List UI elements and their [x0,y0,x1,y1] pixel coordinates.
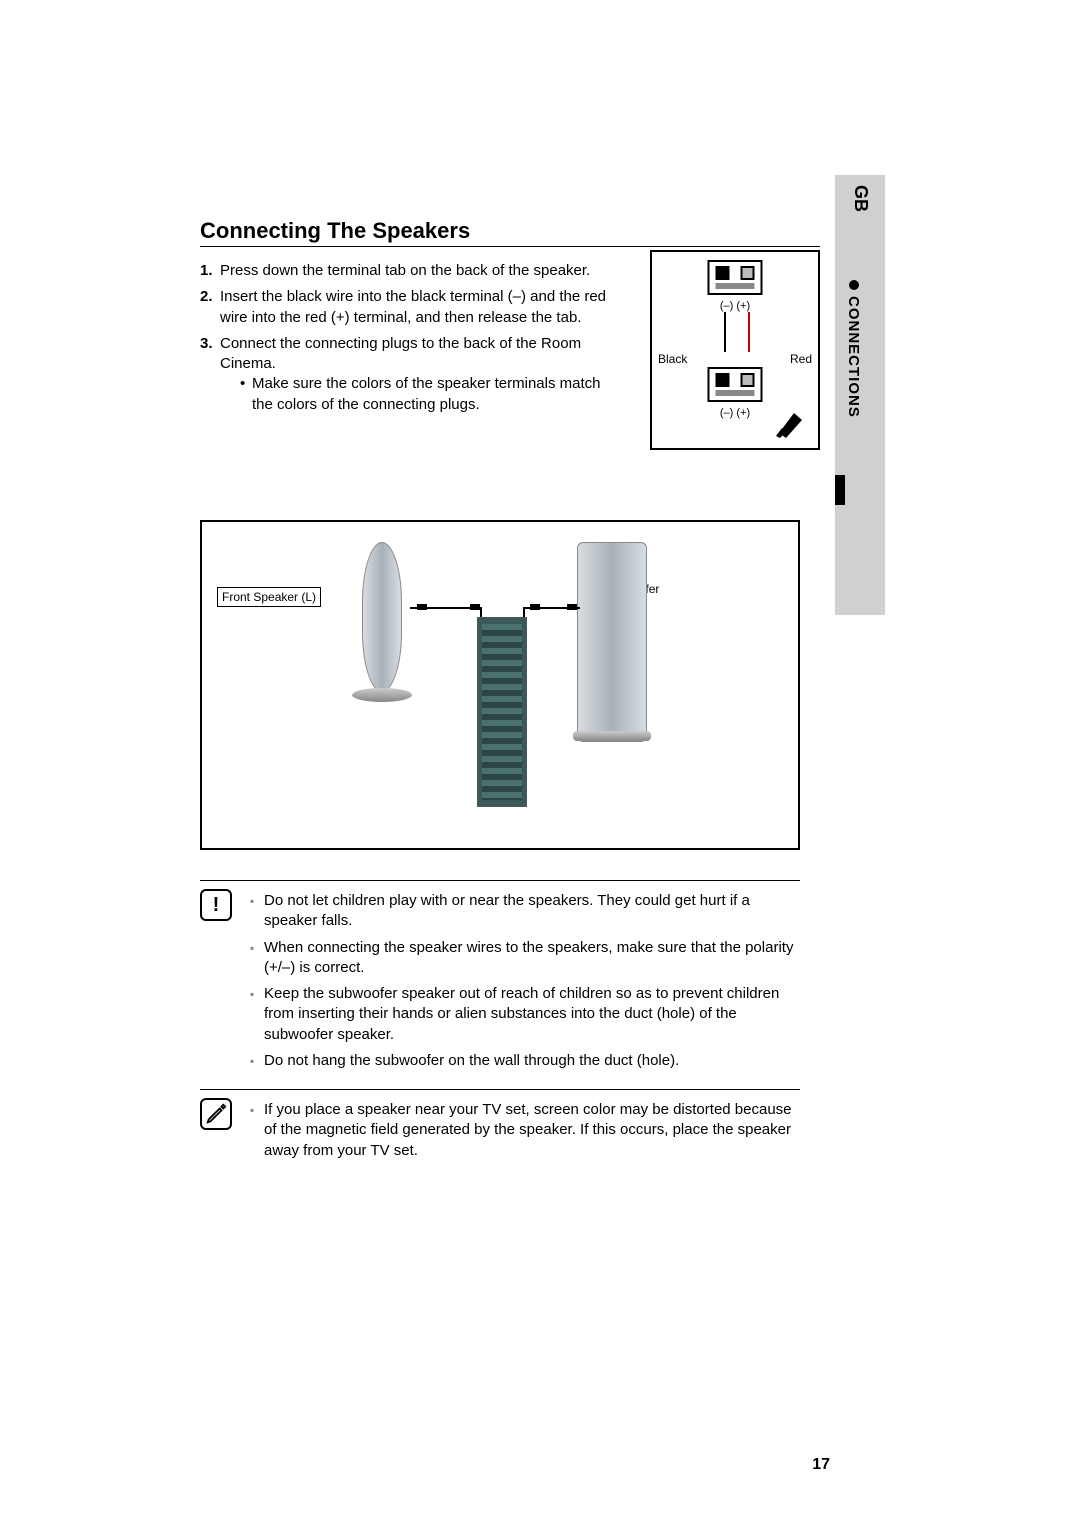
page-number: 17 [812,1456,830,1474]
caution-item: Do not hang the subwoofer on the wall th… [250,1051,800,1071]
side-marker [835,475,845,505]
note-item: If you place a speaker near your TV set,… [250,1100,800,1161]
step-text: Connect the connecting plugs to the back… [220,335,581,372]
step-text: Insert the black wire into the black ter… [220,288,606,325]
polarity-top: (–) (+) [720,300,750,312]
caution-item: Keep the subwoofer speaker out of reach … [250,984,800,1045]
plug-icon [417,604,427,610]
main-unit-illustration [477,617,527,807]
connection-diagram: Front Speaker (L) Subwoofer [200,520,800,850]
subwoofer-illustration [577,542,647,742]
plug-icon [470,604,480,610]
section-heading: Connecting The Speakers [200,218,820,247]
note-block: If you place a speaker near your TV set,… [200,1089,800,1161]
region-code: GB [850,185,871,212]
notes-area: ! Do not let children play with or near … [200,880,800,1179]
step-number: 1. [200,261,213,281]
plug-icon [567,604,577,610]
polarity-bottom: (–) (+) [720,407,750,419]
terminal-diagram: (–) (+) Black Red (–) (+) [650,250,820,450]
label-red: Red [790,352,812,366]
caution-icon: ! [200,889,232,921]
terminal-bottom [708,367,763,402]
plug-icon [530,604,540,610]
section-indicator: CONNECTIONS [845,280,862,418]
step-1: 1. Press down the terminal tab on the ba… [200,261,620,281]
caution-item: Do not let children play with or near th… [250,891,800,932]
terminal-top [708,260,763,295]
wire-black [724,312,726,352]
note-list: If you place a speaker near your TV set,… [250,1100,800,1161]
section-label: CONNECTIONS [845,296,862,418]
wire-red [748,312,750,352]
front-speaker-illustration [352,542,412,742]
note-icon [200,1098,232,1130]
side-tab: GB CONNECTIONS [835,175,885,615]
step-3: 3. Connect the connecting plugs to the b… [200,334,620,415]
step-text: Press down the terminal tab on the back … [220,262,590,279]
step-subtext: Make sure the colors of the speaker term… [220,374,620,415]
caution-item: When connecting the speaker wires to the… [250,938,800,979]
step-number: 3. [200,334,213,354]
step-number: 2. [200,287,213,307]
label-front-speaker: Front Speaker (L) [217,587,321,607]
caution-list: Do not let children play with or near th… [250,891,800,1071]
hand-arrow-icon [774,398,814,438]
caution-block: ! Do not let children play with or near … [200,880,800,1071]
bullet-icon [849,280,859,290]
label-black: Black [658,352,687,366]
step-2: 2. Insert the black wire into the black … [200,287,620,328]
